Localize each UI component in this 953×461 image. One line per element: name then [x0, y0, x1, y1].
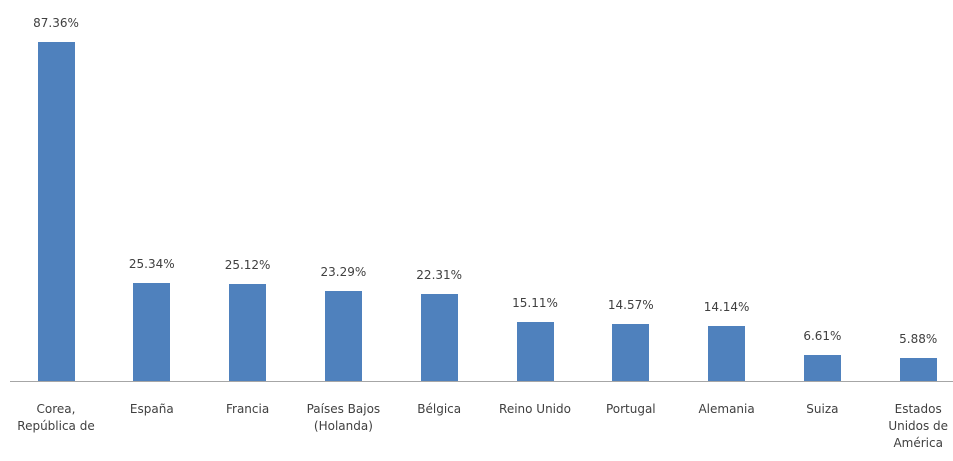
x-tick-label: Suiza: [806, 402, 839, 416]
bar: [899, 358, 937, 381]
x-tick-label: Estados Unidos de América: [888, 402, 949, 450]
data-label: 14.57%: [607, 298, 654, 313]
x-tick-label: Países Bajos (Holanda): [306, 402, 381, 433]
bar: [803, 355, 841, 381]
data-label: 25.34%: [128, 256, 175, 271]
bar: [229, 283, 267, 381]
bar: [133, 282, 171, 381]
x-tick-label: Portugal: [605, 402, 656, 416]
x-tick-label: Alemania: [698, 402, 755, 416]
bar: [420, 294, 458, 381]
bar: [324, 290, 362, 381]
data-label: 15.11%: [512, 296, 558, 311]
data-label: 87.36%: [33, 16, 79, 30]
data-label: 14.14%: [703, 300, 750, 315]
bar: [708, 326, 746, 381]
bar: [612, 324, 650, 381]
x-tick-label: Francia: [225, 402, 270, 416]
x-axis-line: [10, 381, 953, 382]
x-tick-label: España: [129, 402, 174, 416]
data-label: 5.88%: [899, 332, 938, 347]
x-tick-label: Bélgica: [417, 402, 462, 416]
bar: [516, 322, 554, 381]
x-tick-label: Reino Unido: [499, 402, 571, 416]
data-label: 23.29%: [320, 264, 367, 279]
data-label: 6.61%: [803, 329, 842, 344]
data-label: 22.31%: [416, 268, 463, 283]
x-tick-label: Corea, República de: [17, 402, 95, 433]
data-label: 25.12%: [224, 257, 271, 272]
bar: [37, 42, 75, 381]
